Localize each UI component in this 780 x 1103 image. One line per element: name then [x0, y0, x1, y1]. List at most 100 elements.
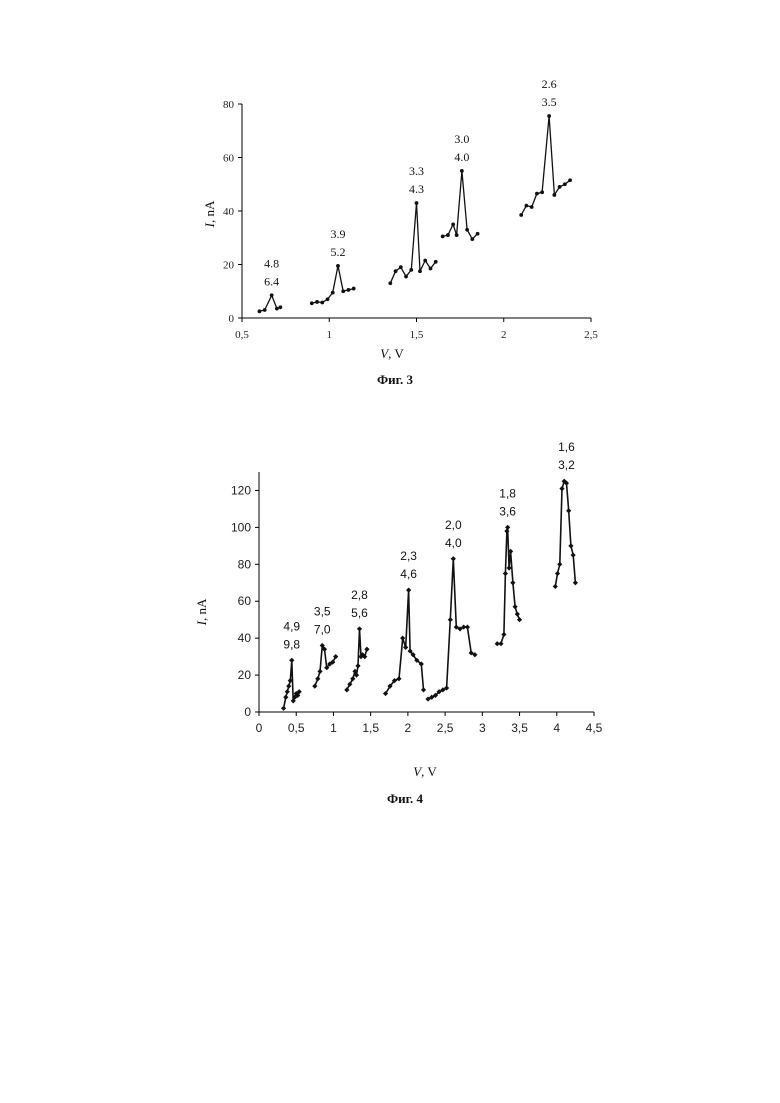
fig3-data-point — [563, 182, 567, 186]
fig4-data-point — [504, 528, 509, 533]
fig4-data-point — [512, 604, 517, 609]
fig4-data-point — [557, 562, 562, 567]
fig3-series-line — [312, 266, 354, 304]
fig3-data-point — [394, 269, 398, 273]
fig4-xlabel-unit: , V — [421, 764, 437, 779]
fig3-data-point — [540, 190, 544, 194]
figure-4: 00,511,522,533,544,5020406080100120 4,99… — [194, 440, 603, 806]
fig4-data-point — [571, 552, 576, 557]
fig3-y-axis-label: I, nA — [202, 200, 217, 228]
fig3-data-point — [258, 309, 262, 313]
fig4-data-point — [501, 632, 506, 637]
fig3-data-point — [341, 289, 345, 293]
fig4-data-point — [364, 647, 369, 652]
fig4-y-axis-label: I, nA — [194, 598, 209, 626]
fig4-x-tick-label: 2 — [405, 721, 412, 735]
fig4-annotations: 4,99,83,57,02,85,62,34,62,04,01,83,61,63… — [283, 440, 575, 651]
fig4-data-point — [403, 645, 408, 650]
fig3-x-tick-label: 2,5 — [584, 329, 598, 341]
fig3-peak-label: 2.6 — [542, 77, 557, 91]
fig3-peak-label: 3.3 — [409, 164, 424, 178]
fig3-data-point — [568, 178, 572, 182]
fig4-x-tick-label: 0 — [256, 721, 263, 735]
fig3-x-tick-label: 1,5 — [410, 329, 424, 341]
fig4-data-point — [517, 617, 522, 622]
fig4-x-tick-label: 1,5 — [362, 721, 379, 735]
fig4-peak-label: 3,2 — [558, 458, 575, 472]
fig4-x-tick-label: 3,5 — [511, 721, 528, 735]
fig3-series-line — [443, 171, 478, 239]
fig3-data-point — [558, 185, 562, 189]
fig4-peak-label: 2,3 — [400, 549, 417, 563]
fig3-data-point — [415, 201, 419, 205]
fig4-x-tick-label: 4,5 — [586, 721, 603, 735]
fig3-data-point — [525, 204, 529, 208]
fig4-peak-label: 9,8 — [283, 637, 300, 651]
fig3-data-point — [331, 291, 335, 295]
fig3-peak-label: 4.8 — [264, 256, 279, 270]
fig3-y-tick-label: 40 — [223, 206, 235, 218]
fig4-peak-label: 4,0 — [445, 536, 462, 550]
fig4-peak-label: 4,9 — [283, 619, 300, 633]
fig3-x-tick-label: 2 — [501, 329, 507, 341]
fig3-data-point — [434, 260, 438, 264]
fig3-data-point — [310, 301, 314, 305]
fig3-series — [258, 114, 572, 313]
fig3-data-point — [476, 232, 480, 236]
fig3-data-point — [460, 169, 464, 173]
fig4-series-line — [555, 481, 575, 586]
figure-3: 0,511,522,5020406080 4.86.43.95.23.34.33… — [202, 77, 598, 387]
fig4-data-point — [573, 580, 578, 585]
fig4-peak-label: 3,5 — [314, 605, 331, 619]
fig4-data-point — [285, 689, 290, 694]
fig3-data-point — [399, 265, 403, 269]
fig4-data-point — [421, 687, 426, 692]
fig4-data-point — [289, 658, 294, 663]
fig3-peak-label: 4.0 — [454, 150, 469, 164]
fig4-y-tick-label: 20 — [238, 668, 252, 682]
fig4-data-point — [515, 612, 520, 617]
fig4-peak-label: 5,6 — [351, 606, 368, 620]
fig3-data-point — [275, 307, 279, 311]
fig4-data-point — [448, 617, 453, 622]
fig3-caption: Фиг. 3 — [377, 372, 414, 387]
fig4-caption: Фиг. 4 — [387, 791, 424, 806]
fig3-xlabel-unit: , V — [388, 346, 404, 361]
fig4-data-point — [357, 626, 362, 631]
fig3-data-point — [388, 281, 392, 285]
fig4-data-point — [503, 571, 508, 576]
fig3-ylabel-unit: , nA — [202, 200, 217, 223]
fig3-data-point — [336, 264, 340, 268]
fig3-data-point — [352, 287, 356, 291]
fig3-data-point — [423, 259, 427, 263]
fig3-x-axis-label: V, V — [380, 346, 404, 361]
fig4-data-point — [355, 663, 360, 668]
fig4-peak-label: 3,6 — [499, 504, 516, 518]
fig3-peak-label: 3.5 — [542, 95, 557, 109]
fig4-y-tick-label: 100 — [231, 520, 251, 534]
fig3-peak-label: 3.9 — [330, 227, 345, 241]
fig3-data-point — [470, 237, 474, 241]
fig3-data-point — [347, 288, 351, 292]
fig4-series-line — [386, 590, 424, 693]
fig3-x-tick-label: 0,5 — [235, 329, 249, 341]
fig4-data-point — [568, 543, 573, 548]
fig3-data-point — [404, 275, 408, 279]
fig3-data-point — [270, 293, 274, 297]
fig4-peak-label: 1,8 — [499, 486, 516, 500]
fig4-data-point — [312, 684, 317, 689]
fig4-ylabel-unit: , nA — [194, 598, 209, 621]
fig4-y-tick-label: 80 — [238, 557, 252, 571]
fig4-series-line — [347, 629, 367, 690]
fig3-data-point — [547, 114, 551, 118]
fig4-data-point — [498, 641, 503, 646]
fig3-data-point — [530, 205, 534, 209]
fig3-series-line — [521, 116, 570, 215]
fig4-series — [281, 479, 578, 711]
fig4-x-tick-label: 2,5 — [437, 721, 454, 735]
fig4-data-point — [465, 624, 470, 629]
fig3-y-tick-label: 0 — [229, 313, 235, 325]
fig3-data-point — [320, 301, 324, 305]
fig4-y-tick-label: 40 — [238, 631, 252, 645]
